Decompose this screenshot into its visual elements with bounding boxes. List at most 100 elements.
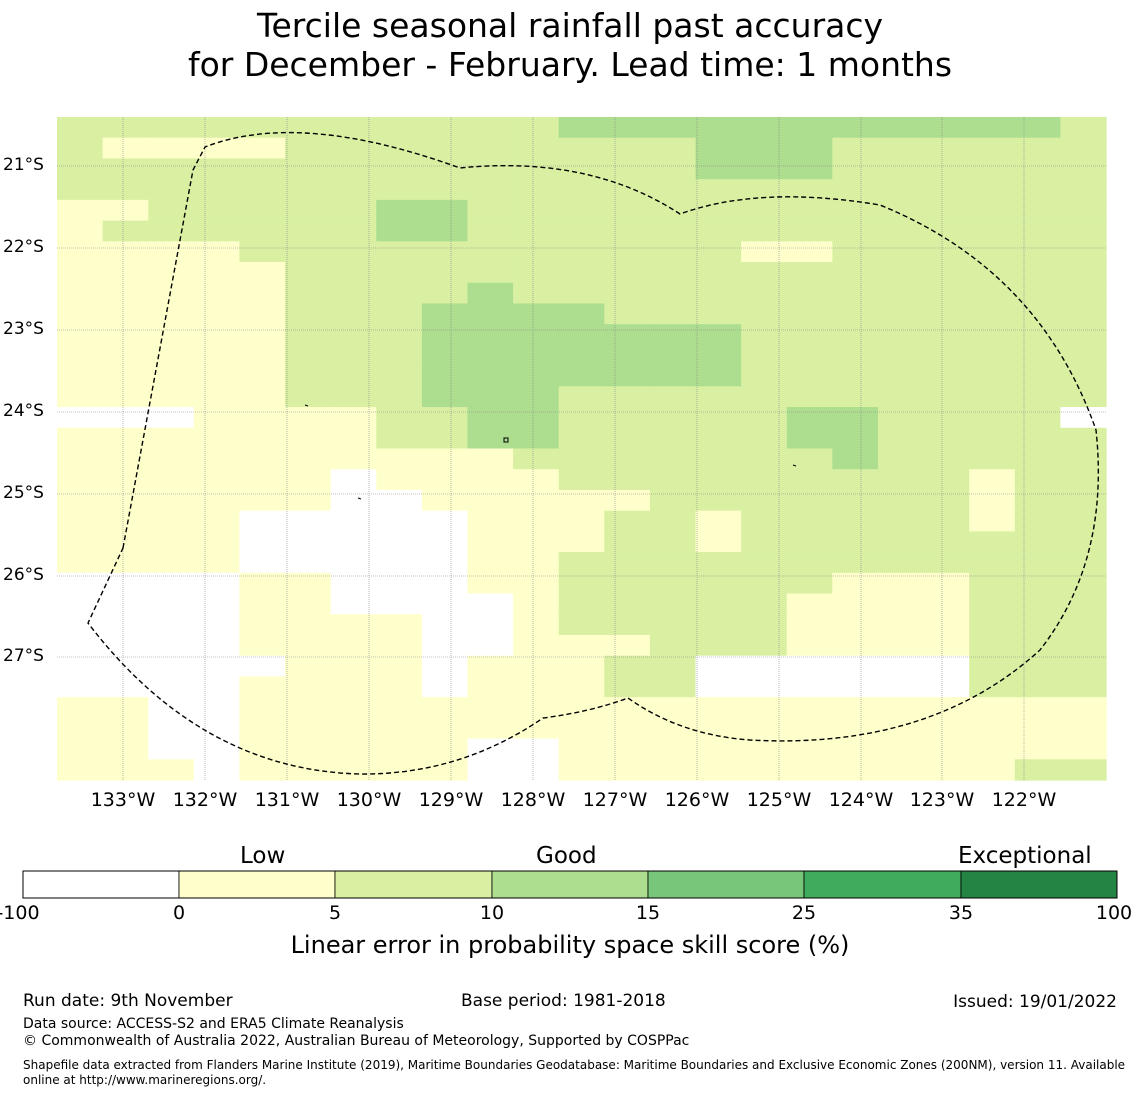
issued-date: Issued: 19/01/2022 bbox=[953, 992, 1117, 1012]
grid-cell bbox=[786, 407, 833, 429]
grid-cell bbox=[649, 365, 697, 387]
grid-cell bbox=[513, 759, 560, 781]
grid-cell bbox=[649, 489, 697, 512]
grid-cell bbox=[1014, 489, 1061, 512]
grid-cell bbox=[330, 634, 377, 657]
grid-cell bbox=[832, 199, 879, 222]
grid-cell bbox=[969, 303, 1016, 325]
grid-cell bbox=[285, 220, 332, 242]
grid-cell bbox=[421, 738, 469, 760]
grid-cell bbox=[877, 407, 925, 429]
grid-cell bbox=[102, 220, 149, 242]
grid-cell bbox=[102, 303, 149, 325]
grid-cell bbox=[193, 199, 241, 222]
grid-cell bbox=[376, 676, 423, 698]
grid-cell bbox=[649, 158, 697, 180]
grid-cell bbox=[467, 469, 514, 491]
grid-cell bbox=[923, 738, 970, 760]
grid-cell bbox=[102, 552, 149, 574]
grid-cell bbox=[148, 427, 195, 450]
grid-cell bbox=[786, 117, 833, 139]
grid-cell bbox=[741, 427, 788, 450]
grid-cell bbox=[239, 344, 286, 367]
grid-cell bbox=[786, 531, 833, 553]
grid-cell bbox=[1060, 738, 1107, 760]
grid-cell bbox=[969, 510, 1016, 532]
grid-cell bbox=[102, 427, 149, 450]
grid-cell bbox=[513, 531, 560, 553]
grid-cell bbox=[832, 324, 879, 346]
colorbar-tick: -100 bbox=[0, 902, 40, 924]
grid-cell bbox=[421, 137, 469, 160]
grid-cell bbox=[57, 572, 104, 595]
grid-cell bbox=[239, 427, 286, 450]
grid-cell bbox=[786, 220, 833, 242]
grid-cell bbox=[467, 262, 514, 284]
grid-cell bbox=[513, 179, 560, 201]
grid-cell bbox=[832, 282, 879, 305]
grid-cell bbox=[604, 552, 651, 574]
grid-cell bbox=[786, 158, 833, 180]
grid-cell bbox=[376, 552, 423, 574]
grid-cell bbox=[649, 634, 697, 657]
grid-cell bbox=[832, 593, 879, 615]
grid-cell bbox=[695, 117, 742, 139]
grid-cell bbox=[741, 552, 788, 574]
grid-cell bbox=[57, 137, 104, 160]
grid-cell bbox=[1014, 738, 1061, 760]
grid-cell bbox=[57, 158, 104, 180]
grid-cell bbox=[923, 614, 970, 636]
grid-cell bbox=[467, 303, 514, 325]
grid-cell bbox=[558, 634, 605, 657]
grid-cell bbox=[57, 344, 104, 367]
grid-cell bbox=[148, 158, 195, 180]
grid-cell bbox=[923, 199, 970, 222]
grid-cell bbox=[741, 282, 788, 305]
grid-cell bbox=[239, 655, 286, 678]
grid-cell bbox=[1060, 448, 1107, 470]
grid-cell bbox=[330, 593, 377, 615]
grid-cell bbox=[376, 717, 423, 740]
grid-cell bbox=[786, 282, 833, 305]
grid-cell bbox=[421, 531, 469, 553]
grid-cell bbox=[1060, 489, 1107, 512]
grid-cell bbox=[695, 324, 742, 346]
grid-cell bbox=[57, 614, 104, 636]
grid-cell bbox=[513, 469, 560, 491]
grid-cell bbox=[193, 572, 241, 595]
grid-cell bbox=[285, 241, 332, 263]
lon-label: 131°W bbox=[254, 789, 320, 811]
grid-cell bbox=[649, 510, 697, 532]
grid-cell bbox=[969, 282, 1016, 305]
grid-cell bbox=[1060, 137, 1107, 160]
grid-cell bbox=[604, 179, 651, 201]
grid-cell bbox=[148, 241, 195, 263]
grid-cell bbox=[102, 614, 149, 636]
grid-cell bbox=[148, 759, 195, 781]
grid-cell bbox=[1060, 220, 1107, 242]
grid-cell bbox=[1014, 552, 1061, 574]
grid-cell bbox=[741, 344, 788, 367]
grid-cell bbox=[193, 365, 241, 387]
grid-cell bbox=[193, 303, 241, 325]
grid-cell bbox=[330, 655, 377, 678]
grid-cell bbox=[57, 489, 104, 512]
grid-cell bbox=[376, 593, 423, 615]
grid-cell bbox=[148, 489, 195, 512]
grid-cell bbox=[1014, 572, 1061, 595]
grid-cell bbox=[513, 427, 560, 450]
grid-cell bbox=[969, 717, 1016, 740]
grid-cell bbox=[102, 117, 149, 139]
grid-cell bbox=[741, 117, 788, 139]
grid-cell bbox=[695, 489, 742, 512]
grid-cell bbox=[148, 676, 195, 698]
grid-cell bbox=[969, 469, 1016, 491]
grid-cell bbox=[513, 593, 560, 615]
grid-cell bbox=[239, 365, 286, 387]
grid-cell bbox=[741, 738, 788, 760]
grid-cell bbox=[832, 655, 879, 678]
grid-cell bbox=[1060, 407, 1107, 429]
grid-cell bbox=[649, 344, 697, 367]
grid-cell bbox=[649, 386, 697, 408]
island-mark bbox=[792, 464, 797, 467]
